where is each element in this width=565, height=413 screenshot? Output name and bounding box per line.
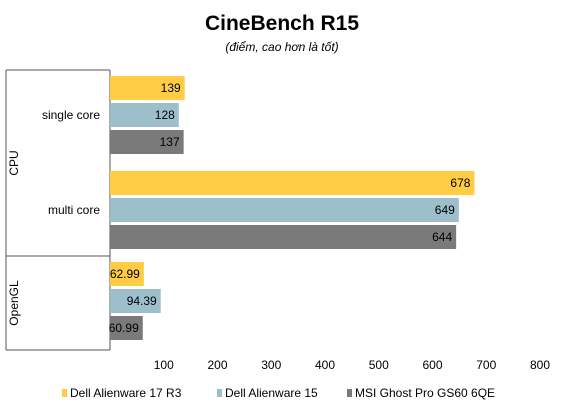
x-tick-label: 200: [207, 358, 227, 372]
x-tick-label: 100: [154, 358, 174, 372]
bar: [110, 289, 161, 313]
bar: [110, 198, 459, 222]
x-tick-label: 500: [369, 358, 389, 372]
bar: [110, 316, 143, 340]
x-tick-label: 800: [530, 358, 550, 372]
legend: Dell Alienware 17 R3 Dell Alienware 15 MSI…: [62, 386, 495, 400]
axes: 100 200 300 400 500 600 700 800 CPU OpenGL: [5, 69, 550, 372]
bar: [110, 225, 457, 249]
data-label: 649: [435, 203, 455, 217]
category-label: single core: [42, 108, 100, 122]
data-label: 644: [432, 230, 452, 244]
x-tick-label: 300: [261, 358, 281, 372]
labels: single core 139 128 137 multi core 678 649 644 6…: [42, 81, 471, 335]
group-label: OpenGL: [7, 280, 21, 326]
bar: [110, 103, 179, 127]
legend-label: Dell Alienware 17 R3: [70, 386, 182, 400]
x-tick-label: 400: [315, 358, 335, 372]
bar: [110, 171, 475, 195]
legend-label: Dell Alienware 15: [225, 386, 318, 400]
legend-label: MSI Ghost Pro GS60 6QE: [355, 386, 495, 400]
data-label: 62.99: [110, 267, 140, 281]
chart-subtitle: (điểm, cao hơn là tốt): [225, 40, 338, 54]
data-label: 94.39: [127, 294, 157, 308]
x-tick-label: 700: [476, 358, 496, 372]
bars: [110, 76, 475, 340]
chart-title: CineBench R15: [205, 12, 359, 35]
bar: [110, 130, 184, 154]
data-label: 139: [161, 81, 181, 95]
bar: [110, 262, 144, 286]
bar: [110, 76, 185, 100]
x-tick-label: 600: [422, 358, 442, 372]
category-label: multi core: [48, 203, 100, 217]
legend-swatch: [62, 389, 67, 397]
group-label: CPU: [7, 150, 21, 175]
data-label: 60.99: [109, 321, 139, 335]
legend-swatch: [347, 389, 352, 397]
data-label: 128: [155, 108, 175, 122]
legend-swatch: [217, 389, 222, 397]
data-label: 137: [160, 135, 180, 149]
data-label: 678: [450, 176, 470, 190]
